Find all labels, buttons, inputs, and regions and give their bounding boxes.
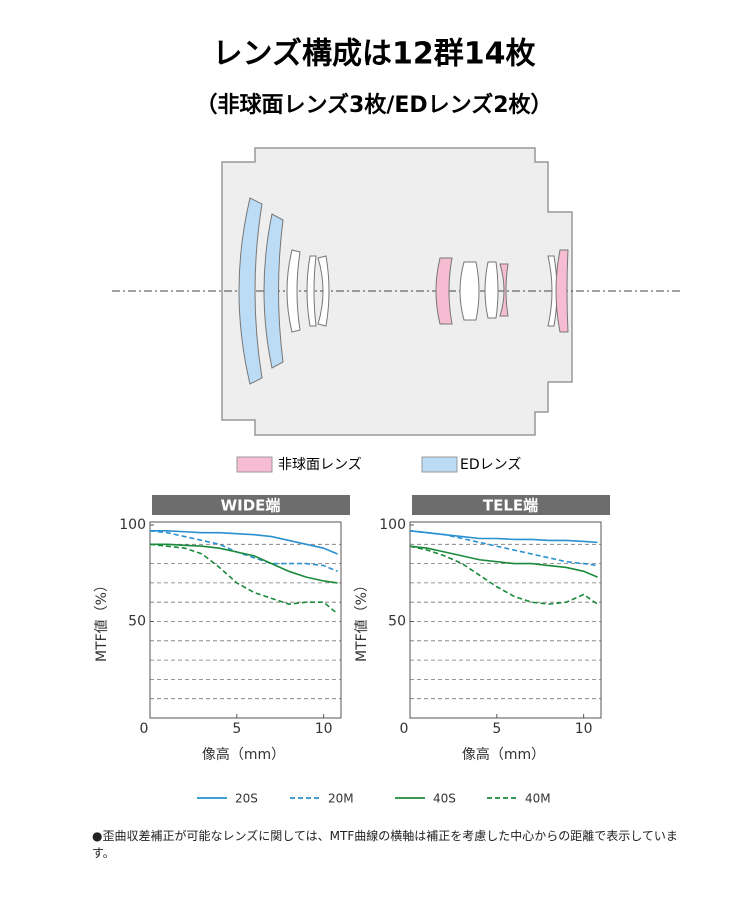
y-axis-label: MTF値（%） xyxy=(94,578,110,662)
x-tick-label: 0 xyxy=(140,721,149,737)
series-line xyxy=(409,545,598,578)
legend-label: 40M xyxy=(525,792,551,806)
y-tick-label: 50 xyxy=(388,614,406,630)
y-tick-label: 100 xyxy=(119,517,146,533)
x-tick-label: 10 xyxy=(315,721,333,737)
chart-title: WIDE端 xyxy=(221,497,281,515)
series-line xyxy=(150,543,338,584)
series-line xyxy=(409,545,598,605)
lens-diagram xyxy=(112,147,682,436)
series-line xyxy=(150,529,338,555)
lens-legend-label: EDレンズ xyxy=(460,457,521,473)
legend-label: 20M xyxy=(328,792,354,806)
plot-frame xyxy=(149,521,342,719)
series-line xyxy=(149,529,338,573)
x-axis-label: 像高（mm） xyxy=(462,746,545,763)
lens-legend-swatch xyxy=(421,456,458,473)
x-tick-label: 10 xyxy=(575,721,593,737)
chart-header xyxy=(412,495,610,515)
series-line xyxy=(409,529,598,544)
plot-frame xyxy=(409,521,602,719)
lens-legend-label: 非球面レンズ xyxy=(278,457,362,473)
y-axis-label: MTF値（%） xyxy=(354,578,370,662)
chart-title: TELE端 xyxy=(483,497,538,515)
x-tick-label: 5 xyxy=(232,721,241,737)
x-tick-label: 0 xyxy=(400,721,409,737)
footnote: ●歪曲収差補正が可能なレンズに関しては、MTF曲線の横軸は補正を考慮した中心から… xyxy=(92,829,678,860)
series-line xyxy=(149,543,339,615)
x-tick-label: 5 xyxy=(492,721,501,737)
lens-legend-swatch xyxy=(236,456,273,473)
y-tick-label: 100 xyxy=(379,517,406,533)
legend-label: 40S xyxy=(433,792,456,806)
chart-header xyxy=(152,495,350,515)
subtitle: （非球面レンズ3枚/EDレンズ2枚） xyxy=(195,92,552,118)
series-line xyxy=(409,529,598,567)
y-tick-label: 50 xyxy=(128,614,146,630)
x-axis-label: 像高（mm） xyxy=(202,746,285,763)
title: レンズ構成は12群14枚 xyxy=(213,37,536,72)
legend-label: 20S xyxy=(235,792,258,806)
